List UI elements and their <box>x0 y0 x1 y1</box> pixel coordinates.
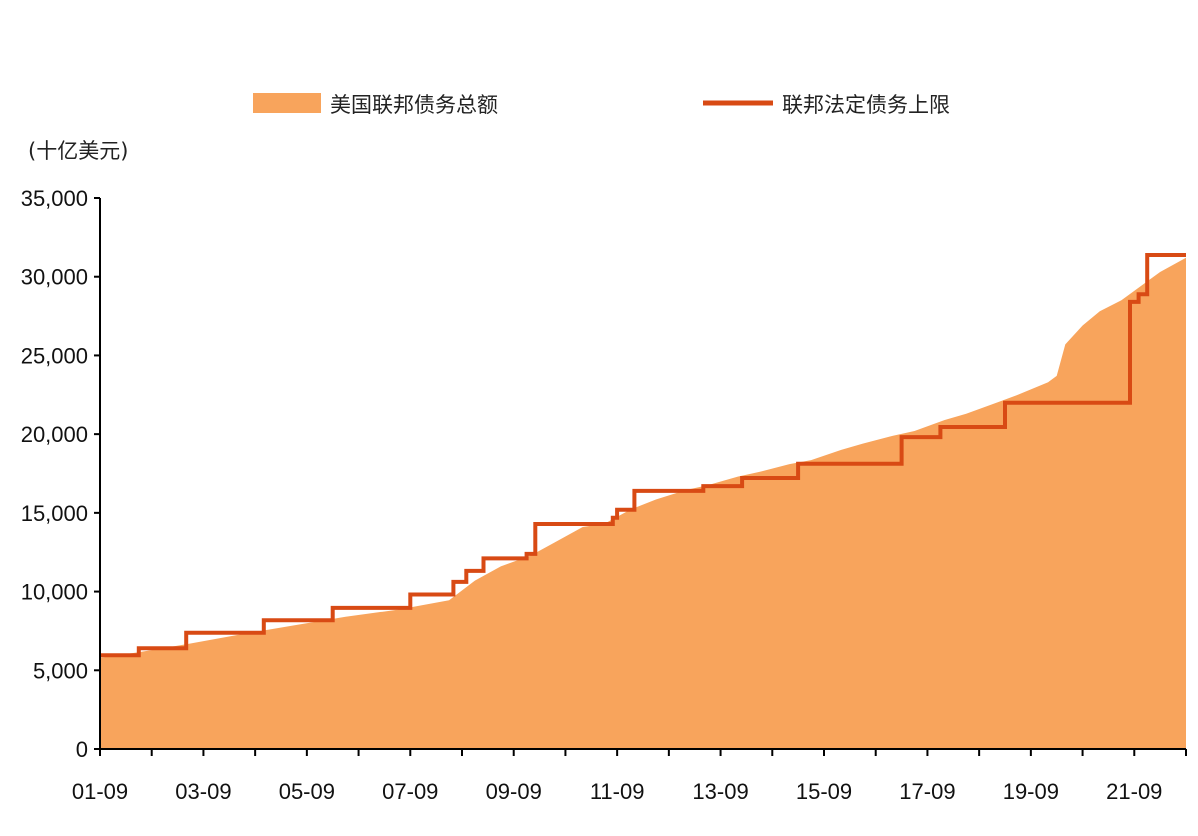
x-tick-label: 05-09 <box>279 779 335 804</box>
y-tick-label: 20,000 <box>21 422 88 447</box>
series-total-debt-area <box>100 257 1186 749</box>
legend-label-total-debt: 美国联邦债务总额 <box>330 93 498 117</box>
x-tick-label: 19-09 <box>1003 779 1059 804</box>
y-tick-label: 25,000 <box>21 343 88 368</box>
y-tick-label: 15,000 <box>21 501 88 526</box>
x-tick-label: 07-09 <box>382 779 438 804</box>
legend-area-swatch <box>253 93 321 113</box>
x-tick-label: 11-09 <box>590 779 645 804</box>
unit-label: (十亿美元) <box>28 139 128 163</box>
y-tick-label: 35,000 <box>21 186 88 211</box>
x-tick-label: 17-09 <box>899 779 955 804</box>
x-tick-label: 13-09 <box>692 779 748 804</box>
legend-label-debt-ceiling: 联邦法定债务上限 <box>782 93 950 117</box>
x-tick-label: 21-09 <box>1106 779 1162 804</box>
y-tick-label: 5,000 <box>33 658 88 683</box>
y-tick-label: 10,000 <box>21 580 88 605</box>
plot-area <box>100 253 1186 749</box>
axes: 0 5,000 10,000 15,000 20,000 25,000 30,000 35,0… <box>21 186 1187 804</box>
series-debt-ceiling-line <box>100 253 1186 658</box>
legend: 美国联邦债务总额 联邦法定债务上限 <box>253 93 950 117</box>
y-tick-label: 30,000 <box>21 265 88 290</box>
x-tick-label: 15-09 <box>796 779 852 804</box>
x-tick-label: 09-09 <box>486 779 542 804</box>
x-tick-label: 01-09 <box>72 779 128 804</box>
y-tick-label: 0 <box>76 737 88 762</box>
x-tick-label: 03-09 <box>175 779 231 804</box>
